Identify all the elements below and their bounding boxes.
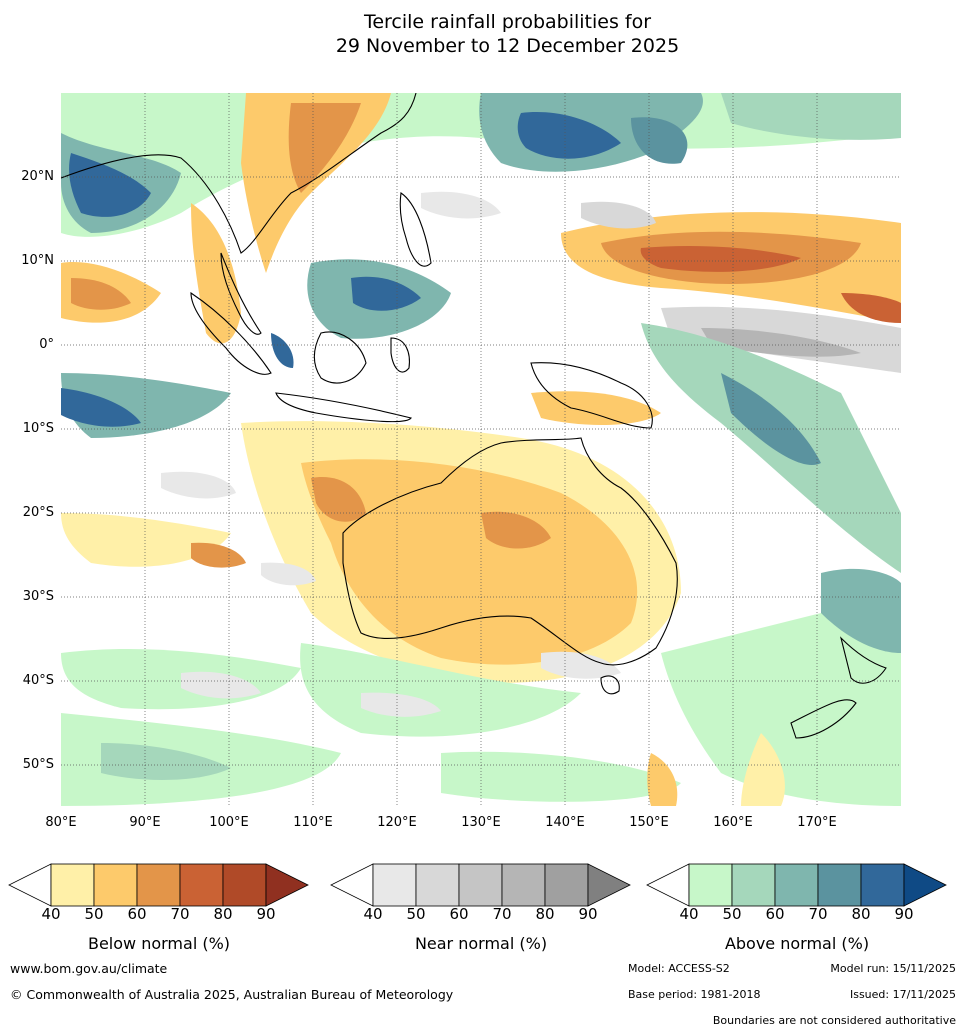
colorbar-tick-label: 80 [213, 905, 233, 923]
below-color-segment [93, 863, 138, 907]
colorbar-tick-label: 40 [363, 905, 383, 923]
lon-tick-90e: 90°E [129, 815, 161, 830]
below-under-extension [8, 863, 52, 907]
near-normal-label: Near normal (%) [414, 934, 548, 953]
sumatra-outline [190, 291, 272, 375]
colorbar-near-normal [330, 863, 631, 907]
above-color-segment [731, 863, 776, 907]
near-over-extension [587, 863, 631, 907]
rainfall-probability-map [61, 93, 901, 806]
colorbar-tick-label: 50 [722, 905, 742, 923]
above-color-segment [817, 863, 862, 907]
below-normal-label: Below normal (%) [87, 934, 231, 953]
java-outline [275, 392, 412, 423]
colorbar-tick-label: 40 [679, 905, 699, 923]
sulawesi-outline [390, 337, 410, 373]
colorbar-tick-label: 60 [127, 905, 147, 923]
coastlines [61, 93, 887, 739]
lon-tick-140e: 140°E [545, 815, 585, 830]
colorbar-tick-label: 80 [851, 905, 871, 923]
near-color-segment [544, 863, 589, 907]
borneo-outline [313, 331, 367, 384]
copyright-text: © Commonwealth of Australia 2025, Austra… [10, 987, 454, 1002]
philippines-outline [399, 192, 432, 267]
lat-tick-30s: 30°S [22, 589, 54, 604]
colorbar-tick-label: 60 [765, 905, 785, 923]
near-color-segment [501, 863, 546, 907]
australia-outline [342, 437, 678, 666]
issued-text: Issued: 17/11/2025 [849, 988, 956, 1001]
colorbar-tick-label: 70 [808, 905, 828, 923]
lon-tick-170e: 170°E [797, 815, 837, 830]
above-color-segment [860, 863, 905, 907]
malay-peninsula-outline [220, 252, 262, 335]
tasmania-outline [600, 675, 620, 695]
above-normal-label: Above normal (%) [724, 934, 870, 953]
field-australia-dry [61, 421, 681, 683]
below-color-segment [50, 863, 95, 907]
colorbar-tick-label: 90 [256, 905, 276, 923]
colorbar-tick-label: 70 [170, 905, 190, 923]
lon-tick-80e: 80°E [45, 815, 77, 830]
title-line-1: Tercile rainfall probabilities for [363, 11, 652, 33]
map-title: Tercile rainfall probabilities for 29 No… [0, 10, 965, 58]
lon-tick-150e: 150°E [629, 815, 669, 830]
above-under-extension [646, 863, 690, 907]
colorbar-below-normal [8, 863, 309, 907]
model-run-text: Model run: 15/11/2025 [830, 962, 956, 975]
near-under-extension [330, 863, 374, 907]
colorbar-tick-label: 70 [492, 905, 512, 923]
new-zealand-outline [790, 636, 887, 739]
model-text: Model: ACCESS-S2 [628, 962, 730, 975]
lat-tick-0: 0° [39, 337, 54, 352]
lat-tick-40s: 40°S [22, 673, 54, 688]
field-south [61, 191, 901, 806]
below-color-segment [136, 863, 181, 907]
lon-tick-130e: 130°E [461, 815, 501, 830]
near-color-segment [458, 863, 503, 907]
asia-mainland-outline [61, 93, 417, 254]
above-color-segment [774, 863, 819, 907]
near-color-segment [415, 863, 460, 907]
colorbar-tick-label: 80 [535, 905, 555, 923]
lat-tick-20n: 20°N [21, 169, 54, 184]
lat-tick-10s: 10°S [22, 421, 54, 436]
field-pacific-dry [561, 212, 901, 373]
below-color-segment [179, 863, 224, 907]
above-over-extension [903, 863, 947, 907]
near-color-segment [372, 863, 417, 907]
above-color-segment [688, 863, 733, 907]
colorbar-tick-label: 90 [894, 905, 914, 923]
colorbar-tick-label: 50 [84, 905, 104, 923]
lat-tick-20s: 20°S [22, 505, 54, 520]
colorbar-tick-label: 40 [41, 905, 61, 923]
lon-tick-110e: 110°E [293, 815, 333, 830]
below-color-segment [222, 863, 267, 907]
disclaimer-text: Boundaries are not considered authoritat… [712, 1014, 956, 1027]
field-north [61, 93, 901, 273]
title-line-2: 29 November to 12 December 2025 [335, 35, 680, 57]
graticule [61, 93, 901, 806]
colorbar-tick-label: 60 [449, 905, 469, 923]
lon-tick-100e: 100°E [209, 815, 249, 830]
colorbar-above-normal [646, 863, 947, 907]
lat-tick-50s: 50°S [22, 757, 54, 772]
new-guinea-outline [530, 362, 653, 429]
below-over-extension [265, 863, 309, 907]
lon-tick-160e: 160°E [713, 815, 753, 830]
base-period-text: Base period: 1981-2018 [628, 988, 761, 1001]
website-link[interactable]: www.bom.gov.au/climate [10, 961, 168, 976]
lon-tick-120e: 120°E [377, 815, 417, 830]
colorbar-tick-label: 50 [406, 905, 426, 923]
lat-tick-10n: 10°N [21, 253, 54, 268]
colorbar-tick-label: 90 [578, 905, 598, 923]
field-maritime [61, 203, 901, 573]
